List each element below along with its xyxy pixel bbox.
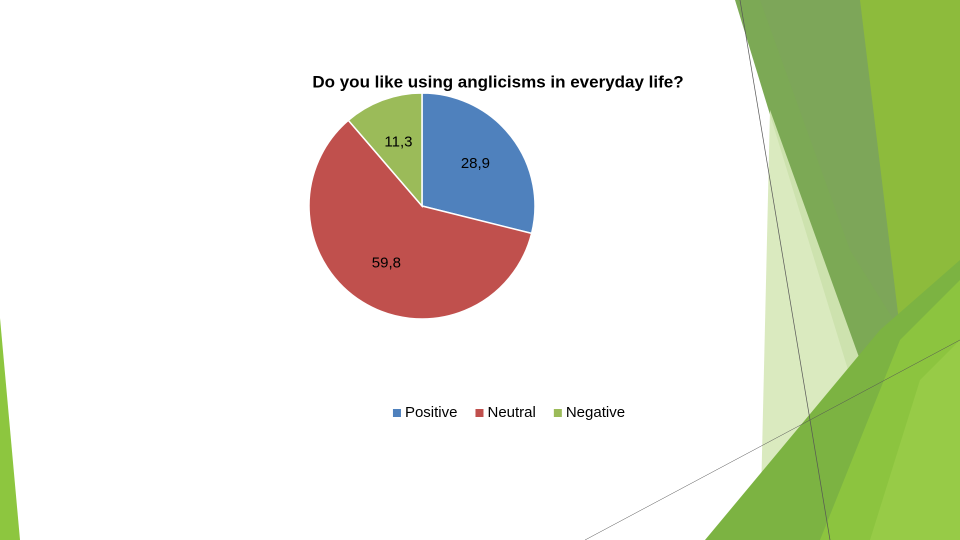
data-label: 11,3	[384, 133, 412, 150]
chart-title: Do you like using anglicisms in everyday…	[312, 72, 683, 91]
shape	[870, 340, 960, 540]
data-label: 28,9	[461, 155, 490, 172]
pie: 28,9 59,8 11,3	[308, 92, 536, 320]
legend-swatch	[475, 409, 484, 417]
legend-label: Neutral	[487, 404, 535, 421]
left-strip	[0, 318, 20, 540]
pie-slice	[347, 92, 423, 209]
pie-slice	[308, 119, 533, 320]
shape	[760, 0, 900, 330]
legend-item: Neutral	[475, 404, 536, 421]
data-label: 59,8	[372, 255, 401, 272]
legend: Positive Neutral Negative	[392, 404, 625, 421]
legend-swatch	[392, 409, 401, 417]
thin-line	[739, 0, 831, 540]
legend-label: Positive	[405, 404, 458, 421]
thin-line	[584, 339, 960, 540]
legend-swatch	[553, 409, 562, 417]
legend-item: Negative	[553, 404, 625, 421]
shape	[860, 0, 960, 330]
legend-label: Negative	[566, 404, 625, 421]
legend-item: Positive	[392, 404, 458, 421]
pie-slice	[421, 92, 536, 235]
